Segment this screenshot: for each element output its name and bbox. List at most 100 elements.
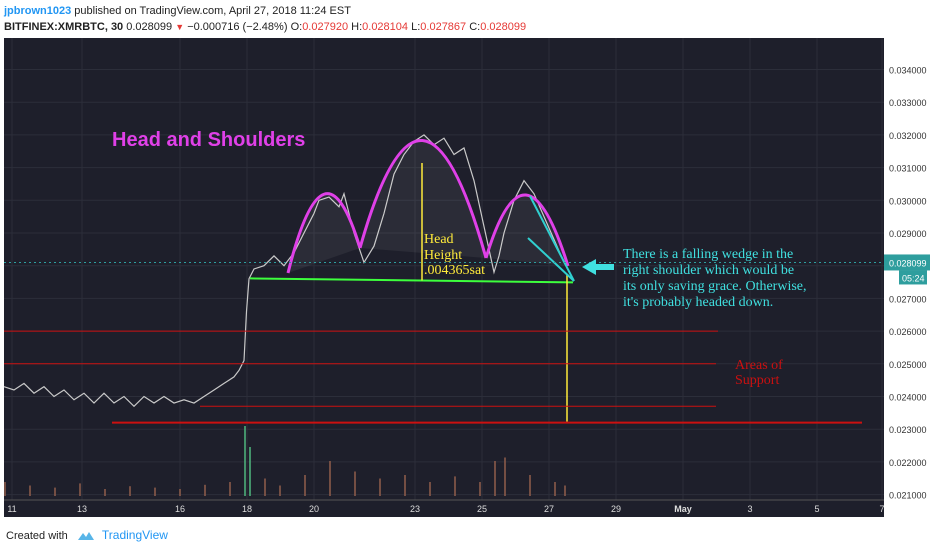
volume-bar — [529, 475, 531, 496]
high-value: 0.028104 — [362, 21, 409, 33]
pattern-title: Head and Shoulders — [112, 129, 305, 151]
wedge-note-line: its only saving grace. Otherwise, — [623, 279, 807, 294]
volume-bar — [264, 478, 266, 496]
low-label: L: — [411, 21, 421, 33]
volume-bar — [429, 482, 431, 496]
tradingview-logo-icon — [77, 532, 94, 541]
open-label: O: — [290, 21, 303, 33]
author-link[interactable]: jpbrown1023 — [4, 5, 72, 17]
head-label: Head — [424, 232, 454, 247]
chart-header: jpbrown1023 published on TradingView.com… — [0, 0, 932, 38]
y-tick-label: 0.023000 — [889, 425, 927, 435]
x-tick-label: May — [674, 504, 692, 514]
support-label-line: Areas of — [735, 358, 783, 373]
volume-bar — [329, 461, 331, 496]
last-price: 0.028099 — [126, 21, 173, 33]
symbol-line: BITFINEX:XMRBTC, 30 0.028099 ▼ −0.000716… — [4, 20, 526, 34]
created-label: Created with — [6, 530, 68, 542]
x-tick-label: 20 — [309, 504, 319, 514]
volume-bar — [54, 487, 56, 496]
x-tick-label: 29 — [611, 504, 621, 514]
y-tick-label: 0.033000 — [889, 98, 927, 108]
volume-bar — [154, 487, 156, 496]
symbol-name: BITFINEX:XMRBTC, 30 — [4, 21, 124, 33]
left-arrow-icon — [582, 259, 614, 275]
y-tick-label: 0.021000 — [889, 491, 927, 501]
x-tick-label: 11 — [7, 504, 16, 514]
volume-bar — [104, 489, 106, 496]
close-value: 0.028099 — [480, 21, 527, 33]
x-tick-label: 27 — [544, 504, 554, 514]
created-with: Created with TradingView — [6, 528, 168, 542]
y-tick-label: 0.024000 — [889, 393, 927, 403]
price-badge — [884, 254, 930, 271]
volume-bar — [564, 485, 566, 496]
volume-bars — [4, 426, 566, 496]
volume-bar — [494, 461, 496, 496]
volume-bar — [4, 482, 6, 496]
volume-bar — [279, 485, 281, 496]
volume-bar — [404, 475, 406, 496]
y-tick-label: 0.026000 — [889, 327, 927, 337]
support-label-line: Support — [735, 373, 779, 388]
y-tick-label: 0.027000 — [889, 294, 927, 304]
volume-bar — [249, 447, 251, 496]
volume-bar — [29, 485, 31, 496]
volume-bar — [454, 476, 456, 496]
price-series — [3, 134, 565, 408]
neckline — [249, 277, 574, 284]
left-shoulder-arc — [286, 192, 362, 274]
y-tick-label: 0.032000 — [889, 131, 927, 141]
wedge-note-line: it's probably headed down. — [623, 295, 773, 310]
down-arrow-icon: ▼ — [175, 22, 185, 32]
y-tick-label: 0.029000 — [889, 229, 927, 239]
countdown-badge — [899, 270, 927, 285]
wedge-note-line: There is a falling wedge in the — [623, 247, 793, 262]
footer: Created with TradingView — [0, 517, 932, 550]
x-tick-label: 5 — [814, 504, 819, 514]
volume-bar — [379, 478, 381, 496]
volume-bar — [354, 471, 356, 496]
drawings — [4, 139, 884, 424]
wedge-upper — [529, 195, 575, 282]
height-value: .004365sat — [424, 263, 485, 278]
y-tick-label: 0.031000 — [889, 164, 927, 174]
head-arc — [358, 139, 488, 259]
x-tick-label: 16 — [175, 504, 185, 514]
countdown-label: 05:24 — [902, 273, 925, 283]
volume-bar — [554, 482, 556, 496]
tradingview-link[interactable]: TradingView — [101, 528, 168, 542]
x-tick-label: 18 — [242, 504, 252, 514]
wedge-lower — [527, 237, 575, 282]
right-shoulder-arc — [484, 193, 570, 267]
volume-bar — [79, 483, 81, 496]
y-tick-label: 0.025000 — [889, 360, 927, 370]
volume-bar — [304, 475, 306, 496]
y-tick-label: 0.034000 — [889, 66, 927, 76]
price-badge-label: 0.028099 — [889, 258, 927, 268]
price-change: −0.000716 (−2.48%) — [187, 21, 288, 33]
publish-line: jpbrown1023 published on TradingView.com… — [4, 4, 351, 18]
height-label: Height — [424, 248, 462, 263]
plot-background — [4, 38, 884, 517]
volume-bar — [129, 486, 131, 496]
volume-bar — [479, 482, 481, 496]
high-label: H: — [351, 21, 363, 33]
price-chart[interactable]: 0.034000 0.033000 0.032000 0.031000 0.030000… — [0, 38, 932, 517]
x-tick-label: 25 — [477, 504, 487, 514]
volume-bar — [204, 484, 206, 496]
open-value: 0.027920 — [302, 21, 349, 33]
wedge-note-line: right shoulder which would be — [623, 263, 794, 278]
low-value: 0.027867 — [420, 21, 467, 33]
x-tick-label: 13 — [77, 504, 87, 514]
volume-bar — [504, 457, 506, 496]
x-tick-label: 23 — [410, 504, 420, 514]
x-tick-label: 3 — [747, 504, 752, 514]
x-axis-labels: 11 13 16 18 20 23 25 27 29 May 3 5 7 — [7, 504, 884, 514]
close-label: C: — [469, 21, 481, 33]
x-tick-label: 7 — [879, 504, 884, 514]
y-axis-labels: 0.034000 0.033000 0.032000 0.031000 0.030000… — [884, 66, 930, 501]
volume-bar — [179, 489, 181, 496]
price-line — [3, 134, 565, 408]
